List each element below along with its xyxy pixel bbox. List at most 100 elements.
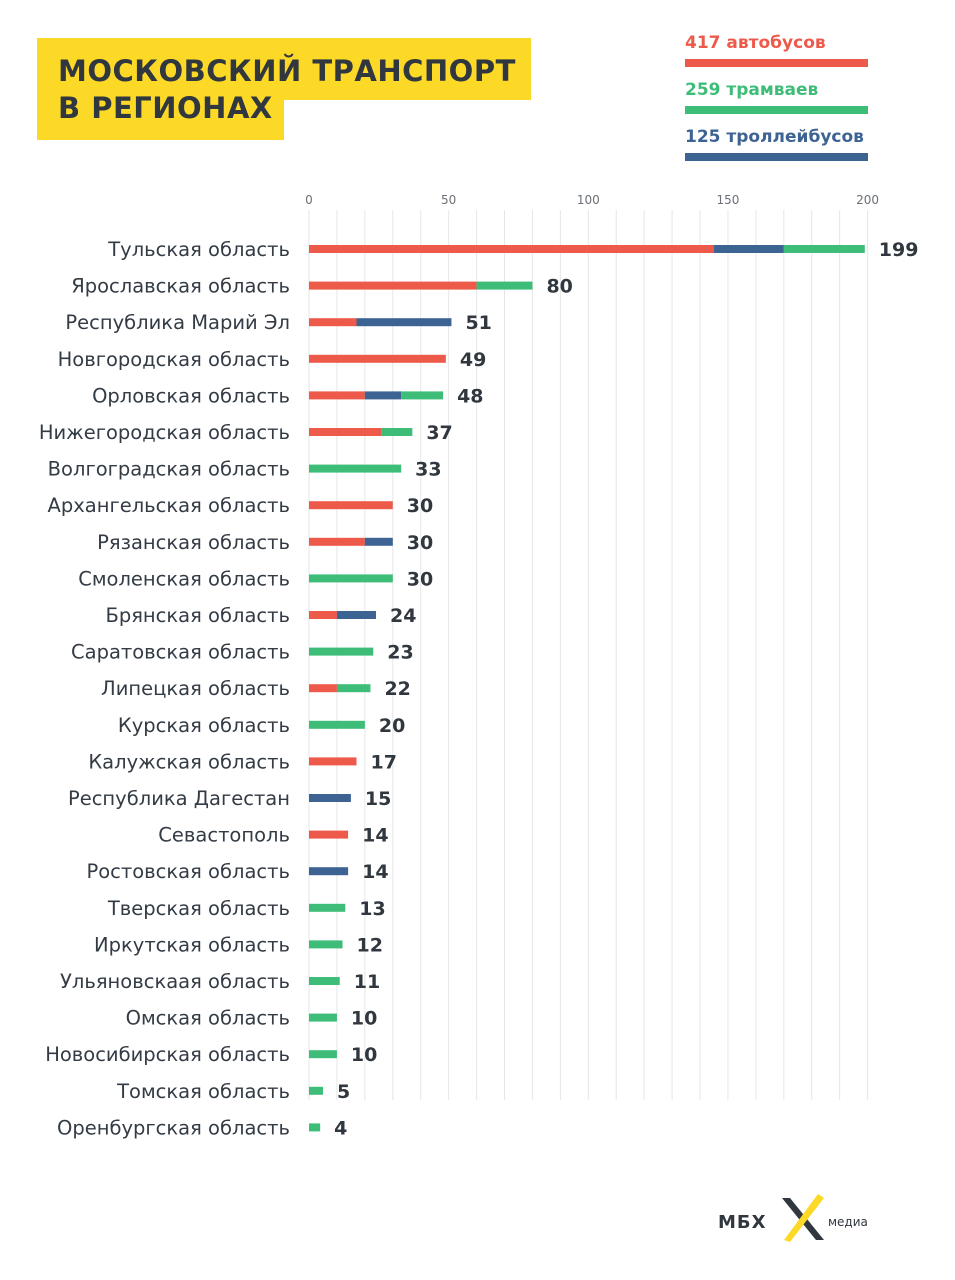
bar-segment-bus [309, 611, 337, 619]
category-label: Рязанская область [97, 531, 290, 554]
bar-segment-tram [336, 684, 371, 693]
category-label: Тверская область [107, 897, 290, 920]
category-label: Республика Марий Эл [65, 311, 290, 334]
total-label: 33 [415, 459, 441, 481]
category-label: Калужская область [88, 750, 290, 773]
legend-bar-tram [685, 106, 868, 114]
category-label: Нижегородская область [39, 421, 290, 444]
legend-item-tram: 259 трамваев [685, 79, 868, 126]
bar-segment-bus [309, 537, 365, 546]
category-label: Томская область [116, 1080, 290, 1103]
total-label: 48 [457, 385, 483, 407]
bar-segment-tram [309, 1086, 323, 1095]
bar-segment-tram [401, 391, 444, 400]
bar-segment-tram [381, 428, 413, 436]
total-label: 30 [407, 532, 433, 554]
category-label: Ульяновскаая область [60, 970, 290, 993]
total-label: 15 [365, 788, 391, 810]
category-label: Оренбургская область [57, 1116, 290, 1139]
title-line-2: В РЕГИОНАХ [37, 94, 284, 140]
category-label: Липецкая область [101, 677, 290, 700]
legend-item-bus: 417 автобусов [685, 32, 868, 79]
total-label: 10 [351, 1008, 377, 1030]
bar-segment-bus [309, 318, 357, 327]
category-label: Ярославская область [71, 275, 290, 298]
bar-segment-trolley [309, 867, 349, 876]
bar-segment-trolley [336, 611, 377, 619]
category-label: Орловская область [92, 384, 290, 407]
total-label: 30 [407, 568, 433, 590]
x-tick-label: 150 [716, 193, 739, 207]
bar-segment-trolley [364, 391, 402, 400]
x-tick-label: 200 [856, 193, 879, 207]
total-label: 23 [387, 642, 413, 664]
category-label: Тульская область [107, 238, 290, 261]
bar-segment-bus [309, 757, 357, 766]
total-label: 4 [334, 1117, 347, 1139]
legend-bar-trolley [685, 153, 868, 161]
total-label: 14 [362, 861, 388, 883]
bar-segment-tram [309, 1013, 337, 1022]
legend-label-bus: 417 автобусов [685, 33, 826, 53]
bar-segment-tram [309, 1123, 321, 1132]
total-label: 12 [357, 934, 383, 956]
category-label: Брянская область [105, 604, 290, 627]
bar-segment-tram [309, 903, 346, 912]
legend-bar-bus [685, 59, 868, 67]
category-label: Волгоградская область [48, 458, 290, 481]
category-label: Омская область [126, 1007, 290, 1030]
bar-segment-trolley [364, 537, 393, 546]
bar-segment-tram [309, 464, 402, 473]
bar-segment-bus [309, 354, 446, 363]
x-tick-label: 100 [577, 193, 600, 207]
total-label: 37 [426, 422, 452, 444]
total-label: 51 [465, 312, 491, 334]
category-label: Смоленская область [78, 567, 290, 590]
total-label: 11 [354, 971, 380, 993]
logo-text: МБХ [718, 1212, 767, 1233]
legend: 417 автобусов 259 трамваев 125 троллейбу… [685, 32, 868, 173]
category-label: Архангельская область [48, 494, 290, 517]
legend-label-trolley: 125 троллейбусов [685, 127, 864, 147]
total-label: 24 [390, 605, 416, 627]
category-label: Иркутская область [94, 933, 290, 956]
logo-x-icon [782, 1194, 824, 1242]
total-label: 10 [351, 1044, 377, 1066]
bar-segment-trolley [309, 794, 351, 802]
total-label: 199 [879, 239, 919, 261]
total-label: 49 [460, 349, 486, 371]
total-label: 13 [359, 898, 385, 920]
bar-segment-trolley [356, 318, 452, 327]
bar-segment-tram [309, 574, 393, 583]
bar-segment-tram [309, 940, 343, 949]
title-line-1: МОСКОВСКИЙ ТРАНСПОРТ [37, 38, 531, 100]
bar-segment-tram [476, 281, 533, 290]
bar-segment-tram [783, 245, 865, 253]
category-label: Севастополь [158, 824, 290, 847]
category-label: Саратовская область [71, 641, 290, 664]
bar-segment-bus [309, 501, 393, 510]
total-label: 80 [546, 276, 572, 298]
x-tick-label: 50 [441, 193, 456, 207]
bar-segment-tram [309, 647, 374, 656]
bar-segment-bus [309, 684, 337, 693]
x-tick-label: 0 [305, 193, 313, 207]
category-label: Ростовская область [86, 860, 290, 883]
total-label: 22 [384, 678, 410, 700]
total-label: 20 [379, 715, 405, 737]
bar-segment-tram [309, 977, 340, 985]
logo: МБХ медиа [718, 1190, 878, 1250]
bar-segment-bus [309, 245, 714, 253]
category-label: Новгородская область [58, 348, 290, 371]
bar-chart: 0 50 100 150 200 Тульская область 199 Ярославск… [39, 193, 919, 1139]
bar-segment-bus [309, 830, 349, 839]
logo-subtitle: медиа [828, 1215, 868, 1229]
total-label: 17 [370, 751, 396, 773]
bar-segment-tram [309, 1050, 337, 1059]
total-label: 14 [362, 825, 388, 847]
total-label: 30 [407, 495, 433, 517]
bar-segment-bus [309, 281, 477, 290]
bar-segment-trolley [713, 245, 784, 253]
bar-segment-tram [309, 720, 365, 729]
bar-segment-bus [309, 391, 365, 400]
